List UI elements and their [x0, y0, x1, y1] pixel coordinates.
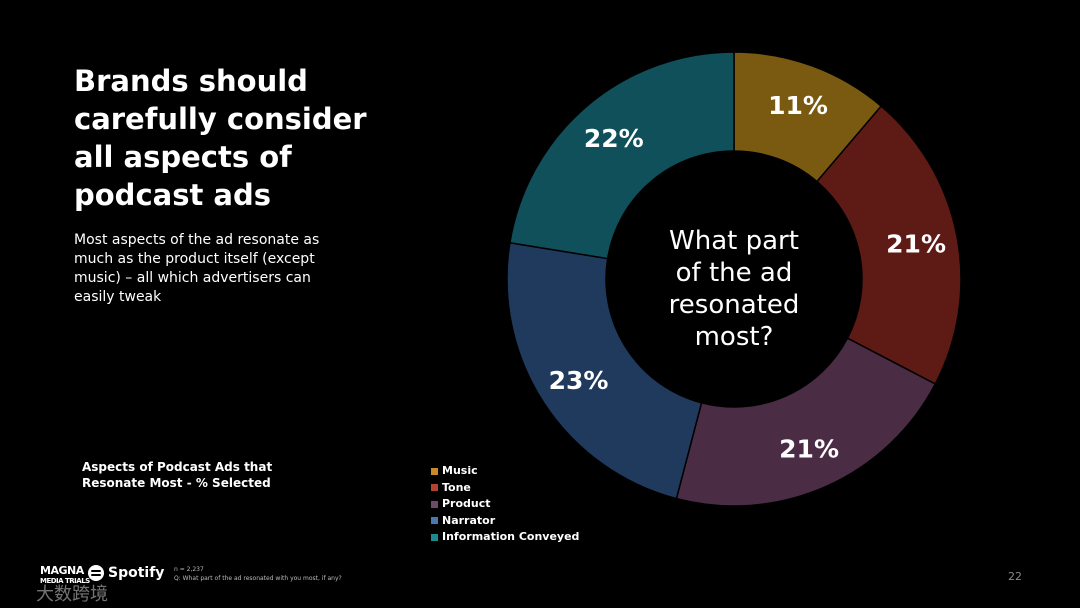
legend-item-narrator: Narrator: [431, 513, 579, 530]
center-text-line: of the ad: [676, 258, 793, 288]
center-text-line: resonated: [669, 290, 800, 320]
legend-item-tone: Tone: [431, 480, 579, 497]
magna-logo: MAGNA MEDIA TRIALS: [40, 564, 90, 585]
footnote-n: n = 2,237: [174, 566, 204, 573]
footnote: n = 2,237 Q: What part of the ad resonat…: [174, 565, 342, 583]
legend-swatch: [431, 500, 438, 508]
footnote-question: Q: What part of the ad resonated with yo…: [174, 575, 342, 582]
center-text-line: most?: [695, 322, 774, 352]
spotify-wordmark: Spotify: [108, 565, 165, 581]
data-label-narrator: 23%: [549, 366, 609, 395]
data-label-tone: 21%: [886, 230, 946, 259]
legend-label: Product: [442, 497, 491, 510]
legend: Music Tone Product Narrator Information Conv…: [431, 463, 579, 546]
page-number: 22: [1008, 570, 1022, 583]
slice-tone: [815, 105, 962, 386]
legend-swatch: [431, 484, 438, 492]
chart-title: Aspects of Podcast Ads that Resonate Mos…: [82, 460, 273, 490]
data-label-music: 11%: [768, 91, 828, 120]
data-label-information-conveyed: 22%: [584, 124, 644, 153]
slice-product: [675, 337, 937, 507]
legend-label: Tone: [442, 480, 471, 494]
legend-label: Music: [442, 464, 478, 477]
legend-swatch: [431, 517, 438, 525]
legend-item-information-conveyed: Information Conveyed: [431, 529, 579, 546]
legend-label: Information Conveyed: [442, 530, 580, 543]
spotify-logo: Spotify: [88, 565, 164, 581]
center-text-line: What part: [669, 226, 799, 256]
legend-swatch: [431, 533, 438, 541]
slice-narrator: [506, 241, 703, 500]
data-label-product: 21%: [779, 435, 839, 464]
legend-label: Narrator: [442, 513, 496, 527]
subtitle: Most aspects of the ad resonate as much …: [74, 232, 320, 305]
legend-item-music: Music: [431, 463, 579, 480]
legend-item-product: Product: [431, 496, 579, 513]
slice-information-conveyed: [509, 51, 735, 260]
watermark: 大数跨境: [36, 584, 108, 605]
legend-swatch: [431, 467, 438, 475]
spotify-icon: [88, 565, 104, 581]
page-title: Brands should carefully consider all asp…: [74, 64, 367, 212]
